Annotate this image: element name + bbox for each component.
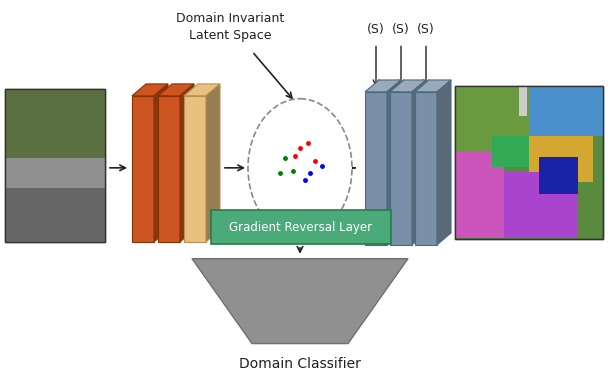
- Bar: [455, 86, 529, 152]
- Polygon shape: [390, 80, 426, 92]
- Bar: [492, 136, 529, 167]
- Bar: [539, 157, 578, 194]
- Bar: [184, 96, 206, 242]
- Bar: [529, 86, 603, 136]
- Polygon shape: [415, 80, 451, 92]
- Bar: [5, 89, 105, 158]
- Polygon shape: [206, 84, 220, 242]
- Bar: [519, 86, 527, 116]
- Bar: [390, 92, 412, 245]
- Bar: [455, 86, 603, 239]
- Polygon shape: [365, 80, 401, 92]
- Text: (S): (S): [367, 23, 385, 36]
- Bar: [529, 136, 593, 182]
- Polygon shape: [387, 80, 401, 245]
- Polygon shape: [192, 259, 408, 344]
- Text: Gradient Reversal Layer: Gradient Reversal Layer: [229, 221, 373, 234]
- Bar: [5, 89, 105, 242]
- Polygon shape: [184, 84, 220, 96]
- Bar: [5, 89, 105, 242]
- Bar: [455, 152, 504, 238]
- Polygon shape: [180, 84, 194, 242]
- Bar: [5, 158, 105, 188]
- Text: Domain Invariant
Latent Space: Domain Invariant Latent Space: [176, 12, 284, 42]
- Bar: [158, 96, 180, 242]
- Bar: [455, 86, 603, 239]
- Bar: [5, 188, 105, 242]
- Ellipse shape: [248, 99, 352, 237]
- Polygon shape: [158, 84, 194, 96]
- Bar: [504, 172, 578, 238]
- Polygon shape: [132, 84, 168, 96]
- Text: (S): (S): [392, 23, 410, 36]
- Bar: [132, 96, 154, 242]
- Polygon shape: [154, 84, 168, 242]
- Polygon shape: [437, 80, 451, 245]
- Bar: [365, 92, 387, 245]
- Text: (S): (S): [417, 23, 435, 36]
- Bar: [415, 92, 437, 245]
- Text: Domain Classifier: Domain Classifier: [239, 358, 361, 371]
- FancyBboxPatch shape: [211, 210, 391, 244]
- Polygon shape: [412, 80, 426, 245]
